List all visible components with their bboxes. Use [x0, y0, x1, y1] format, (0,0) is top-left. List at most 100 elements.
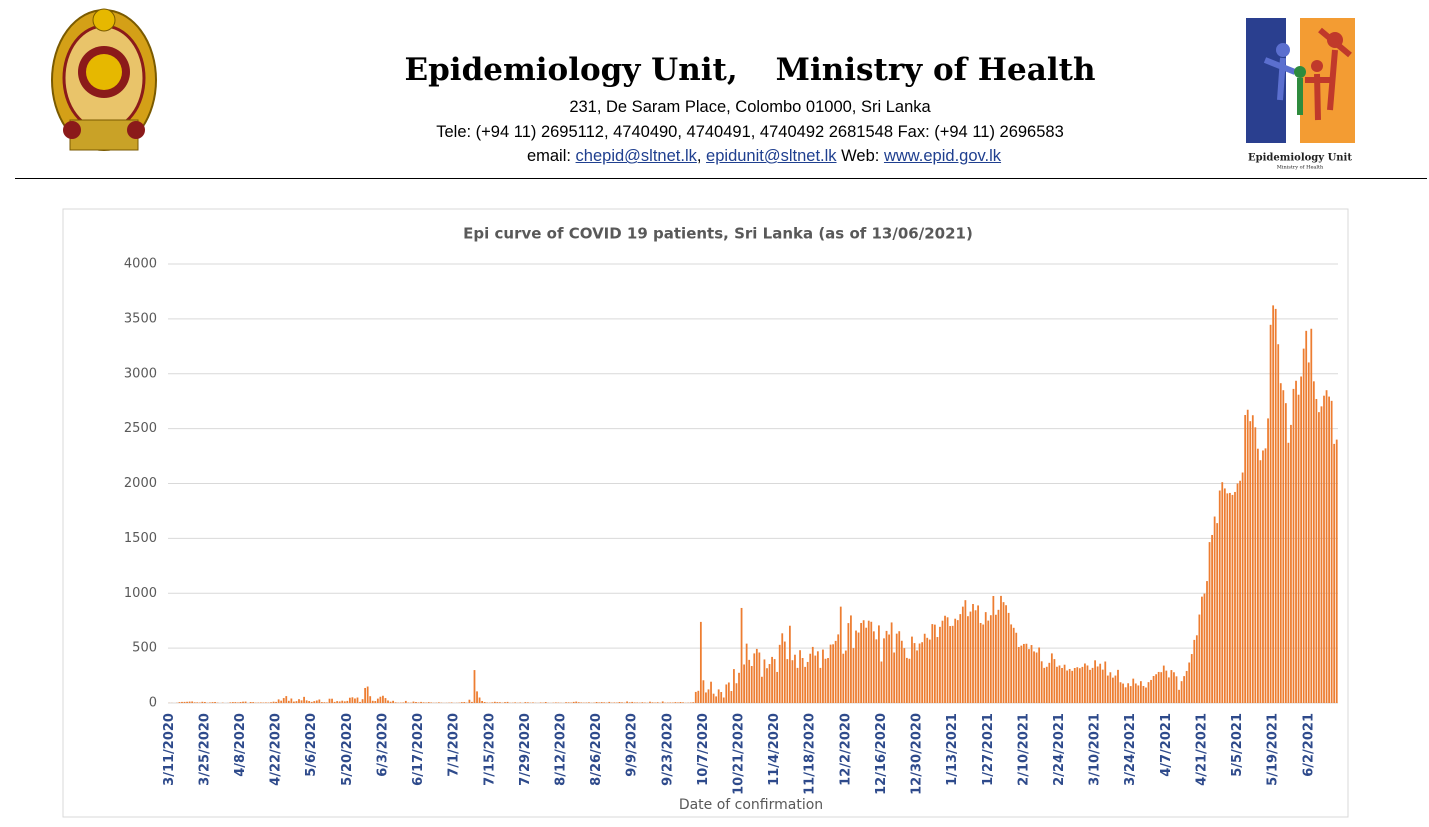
bar — [242, 701, 244, 703]
bar — [211, 702, 214, 703]
y-tick-label: 500 — [132, 641, 157, 656]
bar — [1320, 406, 1323, 703]
bar — [1328, 396, 1330, 703]
bar — [1114, 675, 1117, 703]
web-link[interactable]: www.epid.gov.lk — [883, 147, 1002, 165]
bar — [936, 637, 939, 703]
bar — [1246, 409, 1249, 703]
chart-title: Epi curve of COVID 19 patients, Sri Lank… — [463, 225, 973, 243]
bar — [244, 701, 247, 703]
bar — [575, 701, 578, 703]
y-tick-label: 1000 — [124, 586, 157, 601]
bar — [1223, 488, 1226, 703]
bar — [1251, 415, 1254, 703]
bar — [720, 692, 723, 703]
bar — [702, 680, 705, 703]
x-tick-label: 7/1/2020 — [447, 713, 462, 777]
bar — [844, 650, 847, 703]
bar — [905, 657, 908, 703]
bar — [209, 702, 211, 703]
header-title: Epidemiology Unit, Ministry of Health — [0, 52, 1429, 88]
bar — [1302, 348, 1305, 703]
chart-frame — [62, 208, 1349, 818]
bar — [766, 668, 768, 703]
bar — [880, 661, 883, 703]
bar — [191, 701, 194, 703]
bar — [1137, 685, 1140, 703]
bar — [181, 701, 183, 703]
bar — [496, 702, 499, 703]
bar — [885, 630, 888, 703]
y-tick-label: 2500 — [124, 421, 157, 436]
bar — [1157, 671, 1160, 703]
bar — [1170, 670, 1173, 703]
bar — [598, 702, 601, 703]
x-tick-label: 1/13/2021 — [945, 713, 960, 786]
bar — [1117, 669, 1119, 703]
bar — [1094, 660, 1096, 703]
bar — [913, 643, 916, 703]
logos: Epidemiology Unit Ministry of Health — [51, 8, 1355, 171]
header-rule — [15, 178, 1427, 179]
bar — [1134, 683, 1137, 703]
bar — [565, 702, 567, 703]
bar — [1010, 624, 1013, 703]
bar — [323, 702, 326, 703]
x-tick-label: 12/16/2020 — [874, 713, 889, 795]
bar — [679, 702, 682, 703]
bar — [1180, 681, 1183, 703]
bar — [712, 693, 715, 703]
bar — [977, 605, 979, 703]
bar — [514, 702, 517, 703]
web-prefix: Web: — [841, 147, 880, 165]
bar — [1267, 418, 1269, 703]
bar — [341, 700, 344, 703]
x-tick-label: 9/9/2020 — [625, 713, 640, 777]
bar — [888, 634, 890, 703]
bar — [1264, 448, 1267, 703]
epid-logo: Epidemiology Unit Ministry of Health — [1246, 18, 1355, 171]
bar — [313, 701, 316, 703]
bar — [911, 636, 913, 703]
bar — [949, 626, 952, 703]
bar — [661, 701, 664, 703]
x-tick-label: 5/6/2020 — [304, 713, 319, 777]
bar — [750, 666, 753, 703]
bar — [1160, 672, 1163, 703]
bar — [1058, 665, 1061, 703]
bar — [1053, 659, 1056, 703]
bar — [951, 625, 954, 703]
bar — [346, 700, 349, 703]
bar — [308, 701, 311, 703]
bar — [916, 650, 918, 703]
bar — [875, 639, 878, 703]
email-link[interactable]: epidunit@sltnet.lk — [706, 147, 837, 165]
bar — [730, 691, 733, 703]
bar — [366, 686, 369, 703]
separator: , — [696, 147, 702, 165]
bar — [295, 701, 298, 703]
bar — [384, 698, 387, 703]
bar — [967, 616, 969, 703]
bar — [318, 699, 321, 703]
bar — [214, 702, 216, 703]
bar — [852, 648, 855, 703]
bar — [1129, 686, 1132, 703]
bar — [270, 702, 272, 703]
bar — [1043, 667, 1046, 703]
bar — [1002, 602, 1005, 703]
email-link[interactable]: chepid@sltnet.lk — [575, 147, 697, 165]
bar — [1206, 581, 1208, 703]
bar — [338, 701, 341, 703]
x-tick-label: 6/17/2020 — [411, 713, 426, 786]
bar — [229, 702, 232, 703]
bar — [883, 638, 885, 703]
bar — [771, 656, 773, 703]
bar — [1106, 675, 1109, 703]
bar — [857, 632, 860, 703]
bar — [1323, 395, 1325, 703]
bar — [677, 702, 679, 703]
bar — [855, 630, 857, 703]
x-tick-label: 9/23/2020 — [660, 713, 675, 786]
bar — [382, 695, 384, 703]
